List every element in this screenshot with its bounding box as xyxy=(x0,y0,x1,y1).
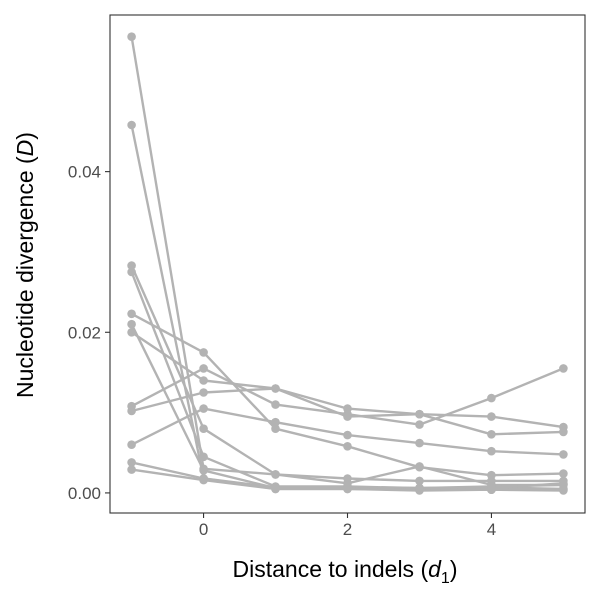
data-point xyxy=(343,442,352,451)
data-point xyxy=(487,470,496,480)
data-point xyxy=(199,466,208,475)
data-point xyxy=(199,388,208,397)
data-point xyxy=(199,452,208,462)
data-point xyxy=(415,462,424,472)
series-10 xyxy=(127,404,568,459)
data-point xyxy=(271,470,280,479)
data-point xyxy=(487,430,496,439)
y-tick-label: 0.02 xyxy=(68,323,101,342)
data-point xyxy=(271,417,280,427)
data-point xyxy=(559,469,568,478)
data-point xyxy=(559,479,568,488)
data-point xyxy=(199,475,208,485)
data-point xyxy=(487,393,496,403)
data-point xyxy=(487,485,496,495)
data-point xyxy=(415,409,424,419)
data-point xyxy=(127,319,136,329)
data-point xyxy=(127,440,136,450)
data-point xyxy=(127,309,136,319)
data-point xyxy=(127,32,136,41)
y-axis-title: Nucleotide divergence (D) xyxy=(12,132,38,398)
data-point xyxy=(343,404,352,413)
series-12 xyxy=(127,465,568,495)
data-point xyxy=(415,476,424,486)
data-point xyxy=(127,458,136,467)
data-point xyxy=(487,412,496,421)
x-tick-label: 4 xyxy=(487,520,496,539)
data-point xyxy=(271,384,280,393)
data-point xyxy=(415,420,424,429)
data-point xyxy=(127,465,136,474)
data-point xyxy=(559,485,568,495)
data-point xyxy=(487,446,496,456)
data-point xyxy=(127,406,136,416)
x-axis-title: Distance to indels (d1) xyxy=(233,556,458,587)
data-point xyxy=(415,486,424,495)
y-tick-label: 0.04 xyxy=(68,163,101,182)
series-9 xyxy=(127,384,568,432)
x-tick-label: 2 xyxy=(343,520,352,539)
data-point xyxy=(559,364,568,373)
plot-marks xyxy=(127,32,568,495)
data-point xyxy=(127,261,136,270)
axes: 0 2 4 0.00 0.02 0.04 xyxy=(68,163,496,539)
data-point xyxy=(271,424,280,434)
data-point xyxy=(199,364,208,373)
data-point xyxy=(127,267,136,277)
data-point xyxy=(199,404,208,413)
x-tick-label: 0 xyxy=(199,520,208,539)
data-point xyxy=(199,424,208,434)
y-tick-label: 0.00 xyxy=(68,484,101,503)
data-point xyxy=(199,376,208,385)
data-point xyxy=(415,438,424,448)
data-point xyxy=(343,430,352,440)
series-5 xyxy=(127,309,568,480)
data-point xyxy=(559,422,568,432)
data-point xyxy=(343,484,352,494)
data-point xyxy=(199,348,208,357)
plot-panel-border xyxy=(109,14,586,514)
data-point xyxy=(271,484,280,494)
data-point xyxy=(127,120,136,130)
data-point xyxy=(271,400,280,409)
data-point xyxy=(127,328,136,337)
data-point xyxy=(559,450,568,459)
